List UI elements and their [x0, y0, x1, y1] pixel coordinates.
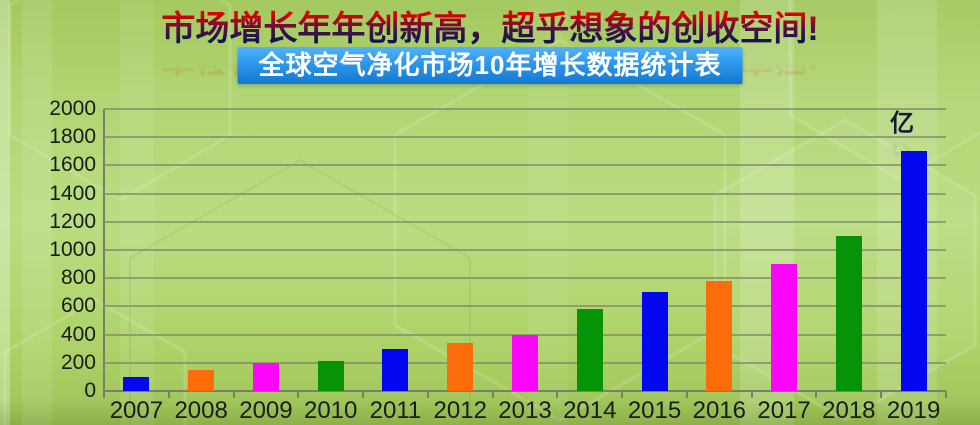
gridline-1200 [104, 220, 946, 223]
bar-chart-plot-area: 2007 2008 2009 2010 2011 2012 2013 2014 2015 2016… [103, 108, 947, 424]
gridline-800 [104, 277, 946, 280]
x-tick-label-2010: 2010 [303, 397, 358, 424]
y-tick-label-1200: 1200 [49, 209, 96, 233]
gridline-1000 [104, 249, 946, 251]
x-axis-tick [621, 391, 624, 398]
x-tick-label-2016: 2016 [692, 397, 746, 424]
x-axis-tick [685, 391, 688, 398]
gridline-2000 [104, 108, 946, 110]
bar-2015 [641, 292, 668, 391]
x-tick-label-2009: 2009 [239, 397, 293, 424]
bar-2011 [382, 348, 409, 391]
x-tick-label-2019: 2019 [886, 397, 941, 424]
y-tick-label-0: 0 [84, 379, 96, 402]
bar-2013 [512, 334, 538, 391]
gridline-1800 [104, 136, 946, 139]
x-tick-label-2014: 2014 [563, 397, 617, 424]
bar-2008 [188, 369, 215, 391]
y-tick-label-200: 200 [60, 350, 96, 374]
x-axis-tick [167, 391, 170, 398]
x-axis-tick [362, 391, 365, 398]
unit-label: 亿 [890, 110, 914, 137]
y-axis-line [103, 109, 105, 398]
y-tick-label-600: 600 [60, 294, 96, 318]
page-title: 市场增长年年创新高，超乎想象的创收空间! [0, 1, 980, 50]
x-axis-tick [556, 391, 559, 398]
x-axis-line [103, 390, 946, 392]
x-tick-label-2017: 2017 [757, 397, 811, 424]
y-tick-label-2000: 2000 [49, 97, 96, 120]
x-axis-tick [945, 391, 947, 398]
y-tick-label-800: 800 [60, 266, 96, 290]
bar-2009 [252, 362, 279, 391]
x-axis-tick [750, 391, 753, 398]
x-axis-tick [880, 391, 883, 398]
bar-2016 [706, 281, 733, 391]
y-axis-labels: 0 200 400 600 800 1000 1200 1400 1600 1800 2000 [0, 97, 96, 402]
x-tick-label-2018: 2018 [822, 397, 876, 424]
x-axis-tick [815, 391, 818, 398]
bar-2018 [835, 235, 862, 391]
unit-label-reflection: 亿 [890, 130, 914, 157]
bar-2010 [317, 361, 344, 391]
x-tick-label-2011: 2011 [369, 397, 422, 424]
y-tick-label-1000: 1000 [49, 238, 96, 261]
x-axis-tick [103, 391, 105, 398]
x-tick-label-2013: 2013 [498, 397, 552, 424]
x-axis-tick [297, 391, 300, 398]
y-tick-label-1800: 1800 [49, 125, 96, 149]
x-tick-label-2015: 2015 [627, 397, 682, 424]
gridline-600 [104, 305, 946, 308]
y-tick-label-400: 400 [60, 322, 96, 346]
bar-2007 [123, 376, 150, 391]
bar-2017 [771, 264, 798, 391]
bar-2019 [900, 151, 927, 391]
gridline-1400 [104, 192, 946, 195]
y-tick-label-1600: 1600 [49, 153, 96, 177]
subtitle-banner: 全球空气净化市场10年增长数据统计表 [237, 47, 743, 84]
x-tick-label-2007: 2007 [109, 397, 164, 424]
x-axis-tick [491, 391, 494, 398]
gridline-400 [104, 333, 946, 336]
x-axis-tick [232, 391, 235, 398]
x-tick-label-2008: 2008 [174, 397, 228, 424]
bar-2012 [447, 343, 474, 391]
y-tick-label-1400: 1400 [49, 181, 96, 205]
bar-2014 [576, 309, 603, 391]
x-axis-tick [426, 391, 429, 398]
x-tick-label-2012: 2012 [433, 397, 487, 424]
gridline-1600 [104, 164, 946, 167]
